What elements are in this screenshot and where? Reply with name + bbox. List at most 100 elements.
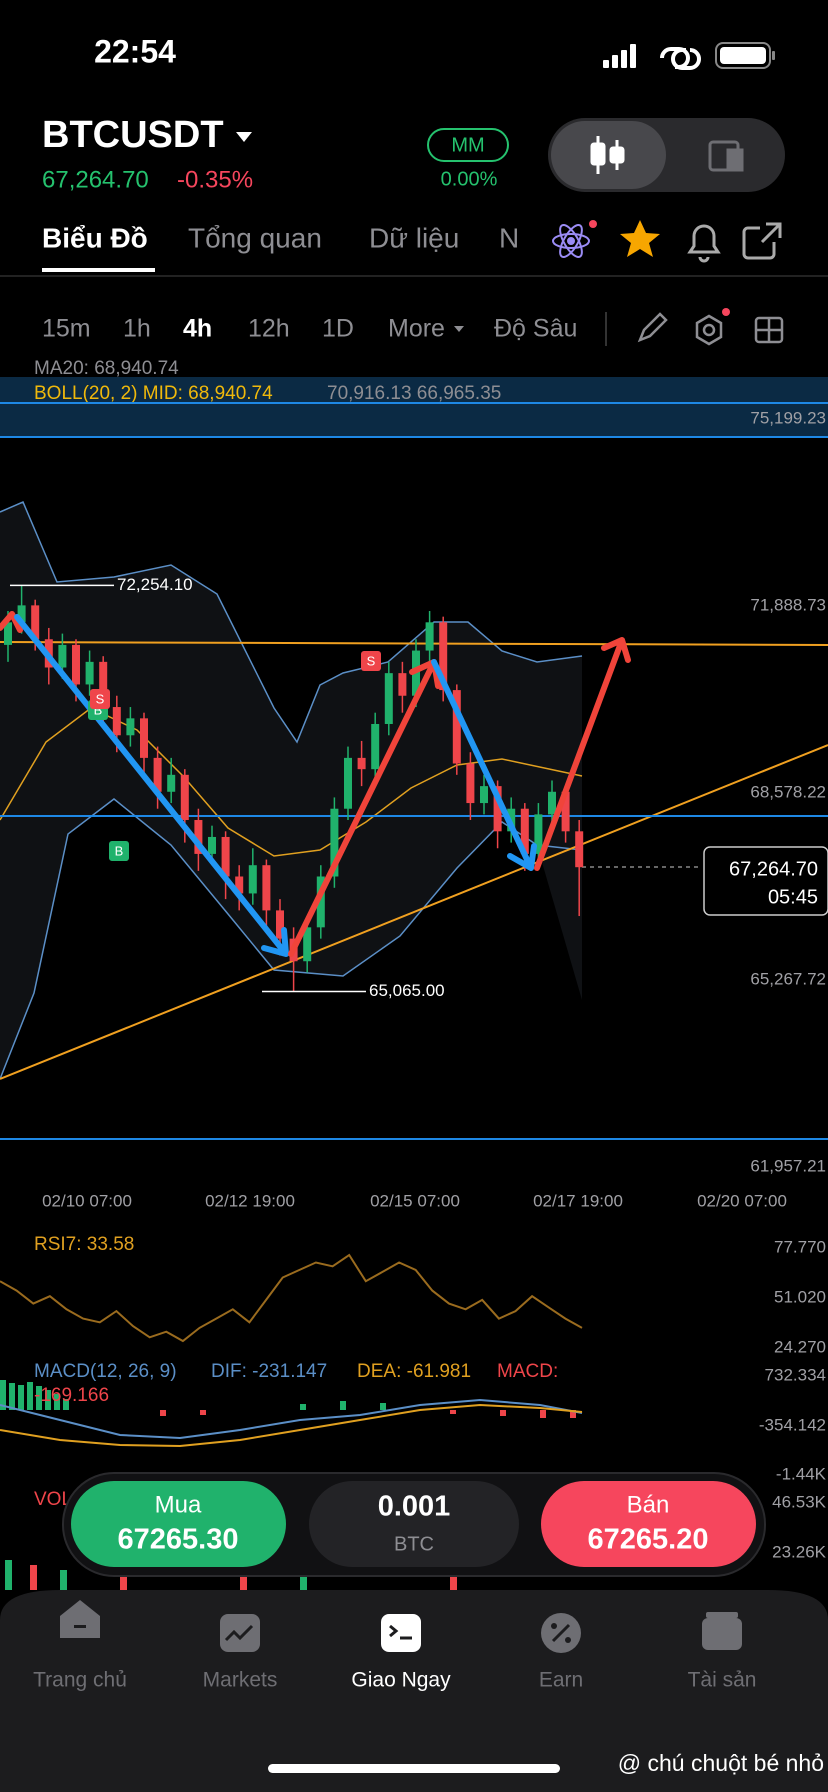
tab-active[interactable]: Biểu Đồ bbox=[42, 222, 148, 253]
indicator-icon[interactable] bbox=[695, 308, 730, 346]
interval[interactable]: 15m bbox=[42, 315, 91, 343]
time-tick-label: 02/10 07:00 bbox=[42, 1191, 132, 1210]
arrows bbox=[0, 611, 631, 957]
rsi-line bbox=[0, 1253, 583, 1343]
interval-active[interactable]: 4h bbox=[183, 315, 212, 343]
candle-body bbox=[194, 820, 203, 854]
rsi-tick-label: 51.020 bbox=[774, 1287, 826, 1306]
interval[interactable]: 12h bbox=[248, 315, 290, 343]
svg-text:B: B bbox=[115, 843, 124, 858]
boll-lower bbox=[0, 798, 583, 1080]
time-tick-label: 02/12 19:00 bbox=[205, 1191, 295, 1210]
nav-item[interactable]: Tài sản bbox=[688, 1669, 757, 1692]
candle-body bbox=[248, 865, 257, 894]
time-tick-label: 02/15 07:00 bbox=[370, 1191, 460, 1210]
candle-body bbox=[398, 673, 407, 696]
candle-body bbox=[17, 605, 26, 623]
candle-body bbox=[344, 757, 352, 809]
diagonal-trendline bbox=[0, 744, 828, 1080]
vol-tick: 46.53K bbox=[772, 1492, 827, 1511]
candle-body bbox=[99, 661, 108, 708]
high-marker-label: 72,254.10 bbox=[117, 575, 193, 594]
candle-icon bbox=[590, 136, 625, 174]
depth-tab[interactable]: Độ Sâu bbox=[494, 315, 577, 343]
bell-icon[interactable] bbox=[687, 224, 721, 263]
macd-title: MACD(12, 26, 9) bbox=[34, 1361, 177, 1382]
atom-icon[interactable] bbox=[552, 220, 597, 260]
price-tick-label: 65,267.72 bbox=[750, 969, 826, 988]
mm-value: 0.00% bbox=[441, 168, 498, 190]
boll-upper bbox=[0, 501, 583, 744]
symbol-dropdown[interactable] bbox=[236, 132, 252, 142]
watermark: @ chú chuột bé nhỏ bbox=[618, 1750, 824, 1776]
candle-body bbox=[31, 605, 40, 640]
rsi-tick-label: 77.770 bbox=[774, 1237, 826, 1256]
interval[interactable]: 1D bbox=[322, 315, 354, 343]
candle-body bbox=[167, 774, 176, 792]
time-tick-label: 02/20 07:00 bbox=[697, 1191, 787, 1210]
last-price: 67,264.70 bbox=[42, 166, 149, 193]
quantity-unit: BTC bbox=[394, 1533, 434, 1555]
candle-body bbox=[520, 808, 529, 854]
macd-dif bbox=[0, 1398, 583, 1440]
candle-body bbox=[493, 786, 502, 832]
countdown: 05:45 bbox=[768, 886, 818, 908]
quantity: 0.001 bbox=[378, 1491, 451, 1523]
share-icon[interactable] bbox=[742, 222, 782, 260]
tab[interactable]: Tổng quan bbox=[188, 222, 322, 253]
buy-label: Mua bbox=[155, 1491, 202, 1518]
price-tick-label: 75,199.23 bbox=[750, 408, 826, 427]
candle-body bbox=[439, 622, 448, 691]
svg-text:B: B bbox=[94, 702, 103, 717]
boll-indicator: BOLL(20, 2) MID: 68,940.74 bbox=[34, 383, 273, 404]
candle-body bbox=[85, 661, 94, 685]
tab[interactable]: Dữ liệu bbox=[369, 222, 459, 253]
vol-label: VOL bbox=[34, 1489, 72, 1510]
layout-icon[interactable] bbox=[754, 316, 784, 344]
candle-body bbox=[126, 718, 135, 736]
book-icon[interactable] bbox=[708, 140, 744, 172]
sell-button[interactable] bbox=[541, 1481, 756, 1567]
ma-indicator: MA20: 68,940.74 bbox=[34, 358, 179, 379]
candle-body bbox=[534, 814, 543, 854]
buy-button[interactable] bbox=[71, 1481, 286, 1567]
macd-value: -169.166 bbox=[34, 1385, 109, 1406]
price-tick-label: 68,578.22 bbox=[750, 782, 826, 801]
candle-body bbox=[548, 791, 556, 815]
candle-body bbox=[330, 808, 339, 877]
candle-body bbox=[316, 876, 325, 928]
nav-item-active[interactable]: Giao Ngay bbox=[351, 1669, 451, 1692]
favorite-icon[interactable] bbox=[620, 220, 660, 257]
candle-body bbox=[262, 865, 271, 911]
nav-item[interactable]: Markets bbox=[203, 1669, 278, 1692]
candle-body bbox=[466, 763, 475, 804]
nav-item[interactable]: Earn bbox=[539, 1669, 583, 1692]
candle-body bbox=[140, 718, 148, 758]
tab-underline bbox=[42, 268, 155, 272]
sell-label: Bán bbox=[627, 1491, 670, 1518]
status-time: 22:54 bbox=[94, 33, 176, 69]
macd-dif-label: DIF: -231.147 bbox=[211, 1361, 327, 1382]
candle-body bbox=[235, 876, 244, 894]
mm-badge[interactable] bbox=[427, 128, 509, 162]
nav-item[interactable]: Trang chủ bbox=[33, 1669, 127, 1692]
candle-body bbox=[357, 757, 366, 770]
last-price-label: 67,264.70 bbox=[729, 858, 818, 880]
quantity-field[interactable] bbox=[309, 1481, 519, 1567]
candle-body bbox=[58, 644, 67, 668]
candle-body bbox=[452, 690, 461, 764]
candle-body bbox=[4, 622, 12, 645]
macd-dea bbox=[0, 1403, 583, 1448]
toggle-chart[interactable] bbox=[551, 121, 666, 189]
tab[interactable]: N bbox=[499, 222, 519, 253]
draw-icon[interactable] bbox=[637, 312, 668, 343]
vol-tick: 23.26K bbox=[772, 1542, 827, 1561]
symbol[interactable]: BTCUSDT bbox=[42, 114, 224, 156]
interval[interactable]: 1h bbox=[123, 315, 151, 343]
candle-body bbox=[425, 622, 434, 651]
candle-body bbox=[480, 786, 488, 804]
candle-body bbox=[575, 831, 584, 868]
interval-more[interactable]: More bbox=[388, 315, 445, 343]
